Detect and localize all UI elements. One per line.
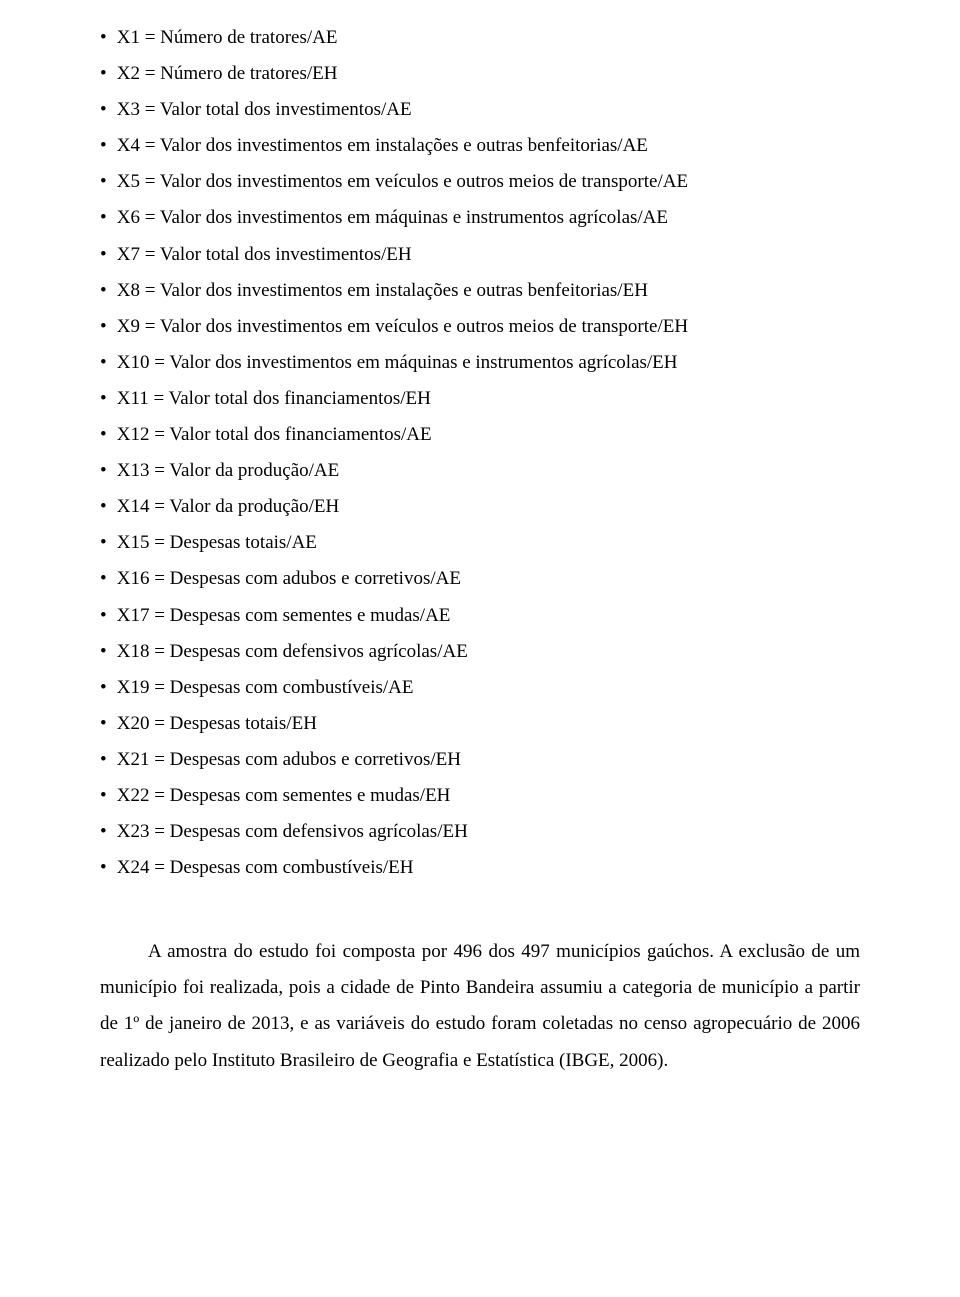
variable-item: • X10 = Valor dos investimentos em máqui… xyxy=(100,345,860,381)
document-page: • X1 = Número de tratores/AE• X2 = Númer… xyxy=(0,0,960,1138)
variable-text: X17 = Despesas com sementes e mudas/AE xyxy=(112,605,450,626)
variable-text: X16 = Despesas com adubos e corretivos/A… xyxy=(112,568,461,589)
variable-item: • X14 = Valor da produção/EH xyxy=(100,489,860,525)
bullet-icon: • xyxy=(100,814,112,850)
variable-text: X2 = Número de tratores/EH xyxy=(112,63,337,84)
variable-text: X7 = Valor total dos investimentos/EH xyxy=(112,244,412,265)
bullet-icon: • xyxy=(100,237,112,273)
variable-item: • X13 = Valor da produção/AE xyxy=(100,453,860,489)
variable-item: • X20 = Despesas totais/EH xyxy=(100,706,860,742)
variable-item: • X24 = Despesas com combustíveis/EH xyxy=(100,850,860,886)
variable-text: X18 = Despesas com defensivos agrícolas/… xyxy=(112,641,468,662)
variable-text: X24 = Despesas com combustíveis/EH xyxy=(112,857,413,878)
variable-text: X9 = Valor dos investimentos em veículos… xyxy=(112,316,688,337)
bullet-icon: • xyxy=(100,706,112,742)
variable-item: • X12 = Valor total dos financiamentos/A… xyxy=(100,417,860,453)
bullet-icon: • xyxy=(100,561,112,597)
variable-item: • X19 = Despesas com combustíveis/AE xyxy=(100,670,860,706)
bullet-icon: • xyxy=(100,164,112,200)
variable-item: • X15 = Despesas totais/AE xyxy=(100,525,860,561)
variable-item: • X2 = Número de tratores/EH xyxy=(100,56,860,92)
variable-text: X5 = Valor dos investimentos em veículos… xyxy=(112,171,688,192)
variable-text: X23 = Despesas com defensivos agrícolas/… xyxy=(112,821,468,842)
variable-item: • X17 = Despesas com sementes e mudas/AE xyxy=(100,598,860,634)
bullet-icon: • xyxy=(100,92,112,128)
variable-text: X6 = Valor dos investimentos em máquinas… xyxy=(112,207,668,228)
bullet-icon: • xyxy=(100,778,112,814)
variable-text: X21 = Despesas com adubos e corretivos/E… xyxy=(112,749,461,770)
variable-item: • X18 = Despesas com defensivos agrícola… xyxy=(100,634,860,670)
body-paragraph: A amostra do estudo foi composta por 496… xyxy=(100,934,860,1078)
bullet-icon: • xyxy=(100,20,112,56)
bullet-icon: • xyxy=(100,742,112,778)
variable-item: • X16 = Despesas com adubos e corretivos… xyxy=(100,561,860,597)
variable-text: X11 = Valor total dos financiamentos/EH xyxy=(112,388,431,409)
bullet-icon: • xyxy=(100,670,112,706)
bullet-icon: • xyxy=(100,525,112,561)
variable-item: • X7 = Valor total dos investimentos/EH xyxy=(100,237,860,273)
variable-item: • X1 = Número de tratores/AE xyxy=(100,20,860,56)
variable-text: X10 = Valor dos investimentos em máquina… xyxy=(112,352,678,373)
bullet-icon: • xyxy=(100,309,112,345)
bullet-icon: • xyxy=(100,634,112,670)
variable-text: X1 = Número de tratores/AE xyxy=(112,27,337,48)
bullet-icon: • xyxy=(100,417,112,453)
variable-item: • X22 = Despesas com sementes e mudas/EH xyxy=(100,778,860,814)
variable-text: X3 = Valor total dos investimentos/AE xyxy=(112,99,412,120)
variable-text: X15 = Despesas totais/AE xyxy=(112,532,317,553)
bullet-icon: • xyxy=(100,128,112,164)
variable-item: • X11 = Valor total dos financiamentos/E… xyxy=(100,381,860,417)
variable-text: X19 = Despesas com combustíveis/AE xyxy=(112,677,413,698)
variable-item: • X3 = Valor total dos investimentos/AE xyxy=(100,92,860,128)
variable-item: • X9 = Valor dos investimentos em veícul… xyxy=(100,309,860,345)
variable-text: X8 = Valor dos investimentos em instalaç… xyxy=(112,280,648,301)
variable-item: • X4 = Valor dos investimentos em instal… xyxy=(100,128,860,164)
variable-item: • X5 = Valor dos investimentos em veícul… xyxy=(100,164,860,200)
variable-item: • X21 = Despesas com adubos e corretivos… xyxy=(100,742,860,778)
variable-text: X4 = Valor dos investimentos em instalaç… xyxy=(112,135,648,156)
variable-item: • X8 = Valor dos investimentos em instal… xyxy=(100,273,860,309)
bullet-icon: • xyxy=(100,200,112,236)
variable-text: X13 = Valor da produção/AE xyxy=(112,460,339,481)
variable-text: X22 = Despesas com sementes e mudas/EH xyxy=(112,785,450,806)
bullet-icon: • xyxy=(100,850,112,886)
bullet-icon: • xyxy=(100,381,112,417)
variable-item: • X6 = Valor dos investimentos em máquin… xyxy=(100,200,860,236)
bullet-icon: • xyxy=(100,273,112,309)
variable-item: • X23 = Despesas com defensivos agrícola… xyxy=(100,814,860,850)
bullet-icon: • xyxy=(100,489,112,525)
variable-text: X12 = Valor total dos financiamentos/AE xyxy=(112,424,432,445)
bullet-icon: • xyxy=(100,453,112,489)
bullet-icon: • xyxy=(100,345,112,381)
variable-text: X14 = Valor da produção/EH xyxy=(112,496,339,517)
variable-definition-list: • X1 = Número de tratores/AE• X2 = Númer… xyxy=(100,20,860,886)
bullet-icon: • xyxy=(100,56,112,92)
bullet-icon: • xyxy=(100,598,112,634)
variable-text: X20 = Despesas totais/EH xyxy=(112,713,317,734)
